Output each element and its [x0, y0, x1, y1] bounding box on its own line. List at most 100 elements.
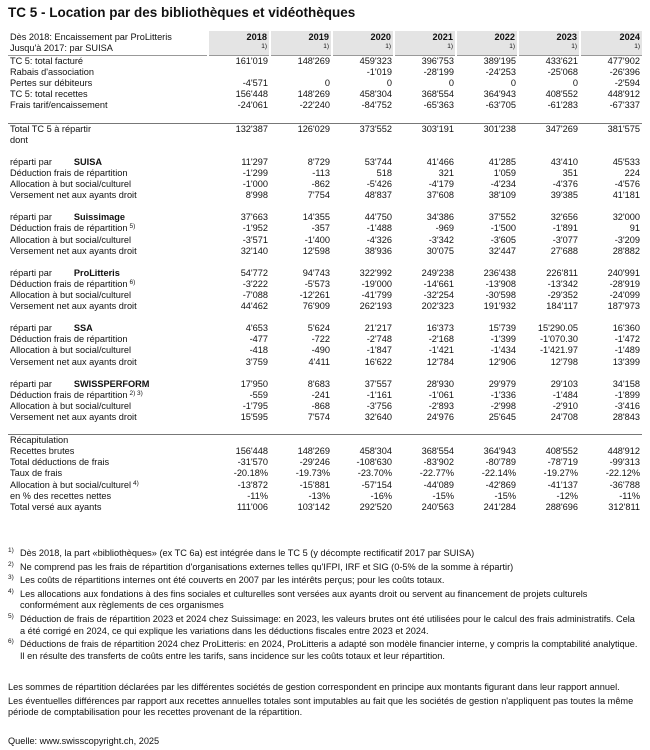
value: 459'323 [359, 56, 392, 66]
row-label: TC 5: total recettes [10, 89, 88, 100]
table-row: Déduction frais de répartition -1'299 -113… [8, 168, 642, 179]
value: 1'059 [493, 167, 516, 178]
value: -1'795 [242, 400, 268, 411]
value: 0 [386, 78, 392, 89]
organisation: SWISSPERFORM [73, 378, 150, 389]
value: -99'313 [609, 457, 640, 468]
value: -4'326 [366, 234, 392, 245]
value: 24'708 [550, 412, 578, 422]
value-cell: -12'261 [270, 290, 332, 301]
value-cell: 240'991 [580, 268, 642, 279]
value-cell: 30'075 [394, 246, 456, 257]
value: 8'998 [245, 190, 268, 201]
value: 11'297 [241, 156, 268, 167]
row-label: Déduction frais de répartition [10, 278, 128, 289]
value-cell: 458'304 [332, 89, 394, 100]
value-cell: -1'299 [208, 168, 270, 179]
value-cell: -22.77% [394, 468, 456, 479]
value: 8'729 [307, 156, 330, 167]
value-cell: 303'191 [394, 122, 456, 135]
value: 458'304 [359, 89, 392, 100]
value-cell: -1'488 [332, 223, 394, 234]
value: 45'533 [612, 156, 640, 167]
value: -559 [249, 389, 268, 400]
value: 161'019 [235, 56, 268, 66]
value: -4'576 [614, 179, 640, 190]
value: 8'683 [307, 378, 330, 389]
row-label-cell: Total versé aux ayants [8, 502, 208, 513]
value: 12'784 [426, 356, 454, 367]
row-label: Versement net aux ayants droit [10, 412, 137, 422]
year-note: 1) [261, 42, 267, 50]
value-cell: -13'872 [208, 480, 270, 491]
value-cell: 24'976 [394, 412, 456, 423]
row-label: réparti par [10, 323, 52, 334]
value: -4'571 [242, 78, 268, 89]
value: -20.18% [233, 468, 268, 479]
value-cell: 347'269 [518, 122, 580, 135]
value: -15% [494, 490, 516, 501]
value-cell: -15% [456, 491, 518, 502]
row-label: réparti par [10, 378, 52, 389]
row-label-cell: Rabais d'association [8, 67, 208, 78]
title: TC 5 - Location par des bibliothèques et… [8, 5, 356, 20]
value-cell: 0 [270, 78, 332, 89]
value: 43'410 [550, 156, 578, 167]
row-label: Taux de frais [10, 468, 63, 479]
value-cell: 43'410 [518, 157, 580, 168]
value-cell: -61'283 [518, 100, 580, 111]
value-cell: -108'630 [332, 457, 394, 468]
value-cell: -13'342 [518, 279, 580, 290]
table-row: Taux de frais -20.18% -19.73% -23.70% -22.77… [8, 468, 642, 479]
value-cell: -1'795 [208, 401, 270, 412]
value: 15'595 [240, 412, 268, 422]
year: 2019 [308, 32, 329, 42]
value: -2'910 [552, 400, 578, 411]
value: -19.73% [295, 468, 330, 479]
value-cell: 202'323 [394, 301, 456, 312]
value: 373'552 [359, 123, 392, 134]
value-cell: -12% [518, 491, 580, 502]
spacer-cell [8, 423, 642, 435]
year-note: 1) [634, 42, 640, 50]
row-label: Déduction frais de répartition [10, 334, 128, 345]
row-label: réparti par [10, 212, 52, 223]
value: 126'029 [297, 123, 330, 134]
value: -61'283 [547, 100, 578, 111]
paragraph: Les éventuelles différences par rapport … [8, 695, 634, 718]
value-cell: -57'154 [332, 480, 394, 491]
organisation: Suissimage [73, 212, 125, 223]
spacer-cell [8, 312, 642, 323]
value-cell: 11'297 [208, 157, 270, 168]
value-cell: 4'411 [270, 357, 332, 368]
row-label-cell: Taux de frais [8, 468, 208, 479]
value-cell: -19.73% [270, 468, 332, 479]
row-label-cell: Versement net aux ayants droit [8, 412, 208, 423]
footnote-text: Dès 2018, la part «bibliothèques» (ex TC… [20, 548, 475, 558]
value-cell: 292'520 [332, 502, 394, 513]
spacer-cell [8, 257, 642, 268]
value: 38'109 [488, 190, 516, 201]
year-header: 2019 1) [269, 31, 332, 56]
row-label: Allocation à but social/culturel [10, 345, 132, 356]
value: -3'077 [552, 234, 578, 245]
value-cell: -4'376 [518, 179, 580, 190]
value-cell: 364'943 [456, 446, 518, 457]
value-cell: -11% [580, 491, 642, 502]
value-cell: 396'753 [394, 56, 456, 68]
spacer-cell [8, 111, 642, 123]
table-row: en % des recettes nettes -11% -13% -16% -15%… [8, 491, 642, 502]
value-cell: 25'645 [456, 412, 518, 423]
value: 262'193 [359, 301, 392, 312]
value: -1'847 [366, 345, 392, 356]
year-note: 1) [571, 42, 577, 50]
value: -28'919 [609, 278, 640, 289]
value-cell: -1'421 [394, 345, 456, 356]
value-cell [518, 135, 580, 146]
table-row: Déduction frais de répartition -477 -722 -2… [8, 334, 642, 345]
value: 39'385 [550, 190, 578, 201]
value-cell: 37'608 [394, 190, 456, 201]
paragraph: Les sommes de répartition déclarées par … [8, 682, 620, 692]
value-cell: 8'683 [270, 379, 332, 390]
value-cell: 7'754 [270, 190, 332, 201]
